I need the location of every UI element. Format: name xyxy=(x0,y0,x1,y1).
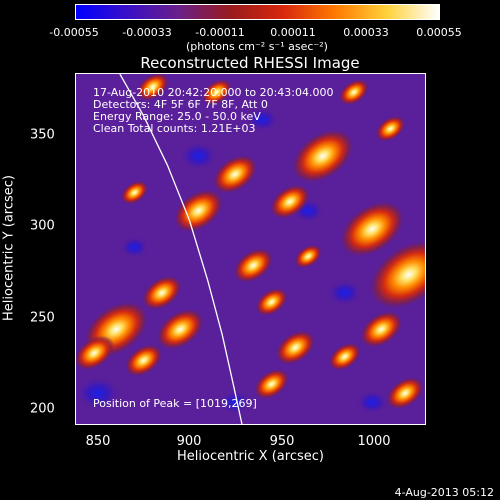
peak-position-text: Position of Peak = [1019,269] xyxy=(93,397,257,410)
emission-source-blob xyxy=(136,74,170,101)
negative-flux-blob xyxy=(327,279,363,307)
emission-source-blob xyxy=(375,115,406,142)
x-tick-label: 950 xyxy=(269,434,295,449)
emission-source-blob xyxy=(368,239,425,310)
y-axis-label: Heliocentric Y (arcsec) xyxy=(1,175,17,321)
emission-source-blob xyxy=(255,287,288,317)
emission-source-blob xyxy=(338,79,369,106)
negative-flux-blob xyxy=(76,376,121,410)
emission-source-blob xyxy=(141,275,183,311)
y-tick-label: 350 xyxy=(30,127,55,143)
emission-source-blob xyxy=(76,335,115,371)
emission-source-blob xyxy=(291,128,355,184)
image-title: Reconstructed RHESSI Image xyxy=(140,54,360,72)
colorbar xyxy=(75,4,440,20)
emission-source-blob xyxy=(275,330,316,366)
emission-source-blob xyxy=(233,248,274,283)
time-range-text: 17-Aug-2010 20:42:20.000 to 20:43:04.000 xyxy=(93,86,334,99)
solar-limb-line xyxy=(119,74,243,424)
emission-source-blob xyxy=(124,343,163,377)
y-tick-label: 300 xyxy=(30,218,55,234)
emission-source-blob xyxy=(156,308,205,351)
colorbar-tick: 0.00055 xyxy=(416,26,462,39)
colorbar-tick: -0.00055 xyxy=(49,26,99,39)
detectors-text: Detectors: 4F 5F 6F 7F 8F, Att 0 xyxy=(93,98,268,111)
emission-source-blob xyxy=(359,310,403,348)
x-tick-label: 900 xyxy=(176,434,202,449)
colorbar-tick: -0.00033 xyxy=(122,26,172,39)
negative-flux-blob xyxy=(356,390,389,415)
colorbar-tick: 0.00011 xyxy=(270,26,316,39)
energy-range-text: Energy Range: 25.0 - 50.0 keV xyxy=(93,110,261,123)
emission-source-blob xyxy=(120,180,149,205)
clean-total-counts-text: Clean Total counts: 1.21E+03 xyxy=(93,122,256,135)
colorbar-tick: -0.00011 xyxy=(195,26,245,39)
negative-flux-blob xyxy=(179,141,218,171)
timestamp-footer: 4-Aug-2013 05:12 xyxy=(394,486,494,499)
colorbar-tick: 0.00033 xyxy=(343,26,389,39)
x-tick-label: 1000 xyxy=(357,434,391,449)
rhessi-image xyxy=(75,73,426,425)
y-tick-label: 200 xyxy=(30,401,55,417)
emission-source-blob xyxy=(339,200,405,258)
y-tick-label: 250 xyxy=(30,310,55,326)
emission-source-blob xyxy=(201,79,232,106)
emission-source-blob xyxy=(254,368,290,400)
x-tick-label: 850 xyxy=(85,434,111,449)
emission-source-blob xyxy=(386,376,424,410)
emission-source-blob xyxy=(212,154,258,194)
emission-source-blob xyxy=(269,184,311,220)
x-axis-label: Heliocentric X (arcsec) xyxy=(177,449,324,464)
negative-flux-blob xyxy=(219,390,252,415)
emission-source-blob xyxy=(173,188,224,233)
negative-flux-blob xyxy=(246,107,279,132)
colorbar-units: (photons cm⁻² s⁻¹ asec⁻²) xyxy=(186,40,328,53)
negative-flux-blob xyxy=(120,236,149,259)
emission-source-blob xyxy=(328,342,362,371)
emission-source-blob xyxy=(294,244,323,269)
